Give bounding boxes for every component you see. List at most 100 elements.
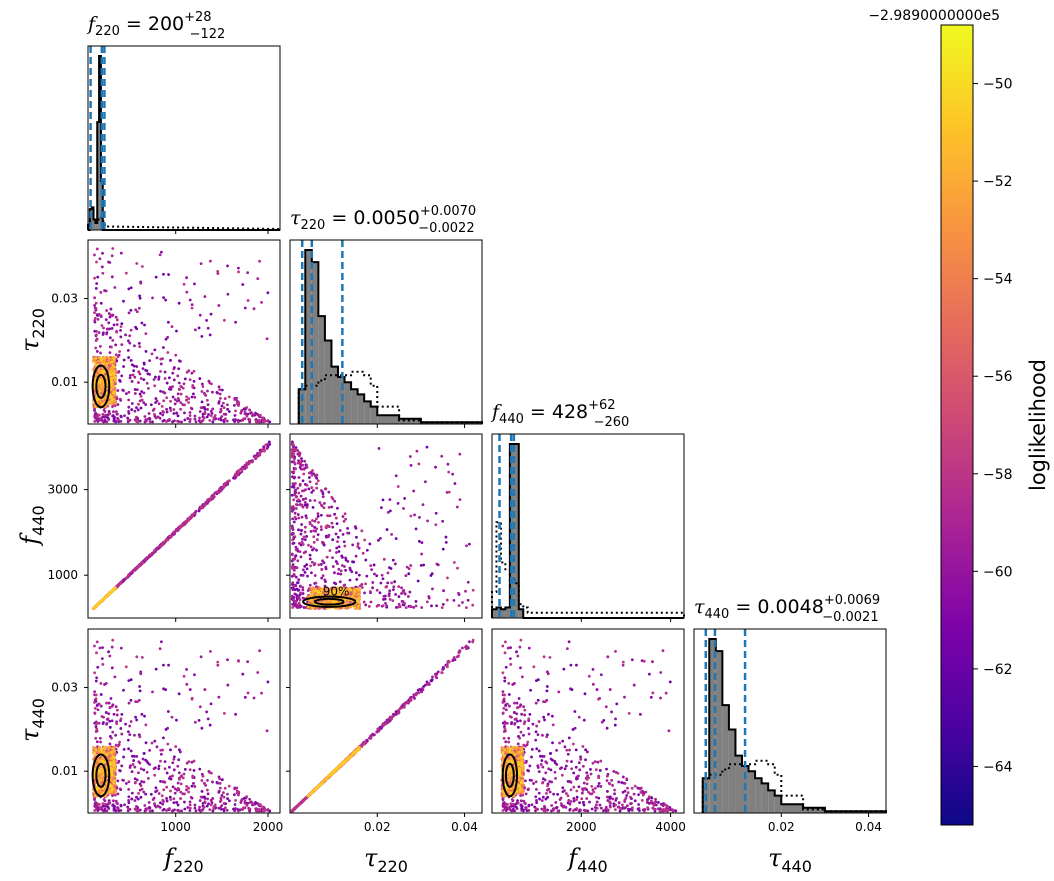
scatter-point [336,562,339,566]
scatter-point [302,472,306,476]
scatter-point [201,774,205,778]
scatter-point [138,345,142,349]
scatter-point [193,720,197,724]
scatter-point [400,586,403,590]
scatter-point [307,543,310,547]
scatter-point [105,718,109,721]
scatter-point [140,787,144,791]
scatter-point [127,788,131,791]
scatter-point [183,792,186,796]
scatter-point [254,418,258,422]
scatter-point [137,402,140,406]
scatter-point [339,590,343,594]
scatter-point [220,778,224,782]
scatter-point [179,384,183,388]
scatter-point [331,565,335,568]
scatter-point [107,650,110,654]
scatter-point [198,767,202,771]
scatter-point [440,454,444,458]
scatter-point [99,599,103,603]
scatter-point [154,416,158,420]
scatter-point [446,576,449,580]
scatter-point [190,514,194,518]
scatter-point [292,470,296,474]
scatter-point [177,771,181,775]
scatter-point [105,309,108,312]
scatter-point [387,594,391,598]
scatter-point [183,800,186,804]
scatter-point [303,530,307,534]
scatter-point [225,808,229,812]
scatter-point [338,580,342,584]
scatter-point [127,679,131,683]
scatter-point [306,574,309,578]
scatter-point [371,586,374,590]
scatter-point [129,286,133,290]
scatter-point [183,411,186,415]
scatter-point [189,795,193,799]
scatter-point [394,537,398,540]
posterior-bar [768,790,775,813]
scatter-point [159,640,163,644]
posterior-bar [331,366,338,424]
scatter-point [317,521,320,524]
scatter-point [139,767,143,771]
scatter-point [126,339,130,343]
scatter-point [151,420,154,424]
scatter-point [207,413,210,416]
scatter-point [290,509,294,513]
scatter-point [141,757,145,761]
scatter-point [94,730,98,733]
scatter-point [112,357,116,361]
scatter-point [369,600,373,604]
scatter-point [132,364,136,368]
scatter-point [423,480,427,484]
scatter-point [338,529,342,532]
scatter-point [114,733,118,737]
scatter-point [114,410,118,414]
scatter-point [254,455,258,459]
scatter-point [222,791,225,795]
scatter-point [335,586,339,590]
scatter-point [171,533,174,537]
scatter-point [205,804,209,808]
scatter-point [293,515,297,519]
scatter-point [176,392,180,396]
scatter-point [452,599,456,602]
scatter-point [206,403,210,407]
scatter-point [110,314,114,318]
scatter-point [171,395,175,399]
scatter-point [135,388,139,392]
scatter-point [190,303,194,307]
scatter-point [153,348,157,352]
scatter-point [110,736,113,740]
scatter-point [452,561,456,564]
scatter-point [293,535,297,539]
scatter-point [163,391,167,395]
scatter-point [163,377,167,380]
scatter-point [133,392,137,396]
scatter-point [154,667,158,671]
scatter-point [178,525,181,529]
scatter-point [301,498,305,501]
scatter-point [95,722,98,726]
scatter-point [169,748,172,752]
scatter-point [168,807,171,810]
scatter-point [464,589,467,593]
scatter-point [98,387,102,391]
scatter-point [291,532,295,535]
title-f440: f440 = 428+62 −260 [490,398,629,430]
scatter-point [129,720,133,723]
scatter-point [344,517,348,521]
scatter-point [187,401,191,404]
scatter-point [157,764,161,768]
scatter-point [110,383,114,386]
scatter-point [252,455,256,458]
scatter-point [339,569,343,573]
scatter-point [335,546,339,550]
scatter-point [243,306,247,310]
title-f440-minus: −260 [594,415,630,430]
scatter-point [298,585,302,588]
scatter-point [293,574,296,578]
scatter-point [185,395,189,399]
